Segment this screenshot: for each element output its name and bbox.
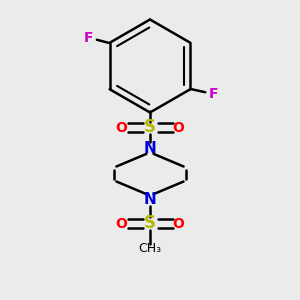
Text: CH₃: CH₃ <box>138 242 162 256</box>
Text: O: O <box>172 121 184 134</box>
Text: F: F <box>208 87 218 101</box>
Text: S: S <box>144 118 156 136</box>
Text: N: N <box>144 192 156 207</box>
Text: S: S <box>144 214 156 232</box>
Text: O: O <box>116 217 128 230</box>
Text: O: O <box>116 121 128 134</box>
Text: O: O <box>172 217 184 230</box>
Text: F: F <box>84 31 94 45</box>
Text: N: N <box>144 141 156 156</box>
